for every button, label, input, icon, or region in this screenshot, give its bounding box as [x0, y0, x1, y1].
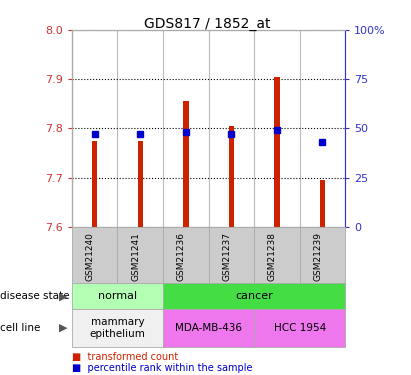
Bar — [320, 180, 325, 227]
Bar — [229, 126, 234, 227]
Text: GSM21238: GSM21238 — [268, 232, 277, 281]
Text: ▶: ▶ — [59, 323, 68, 333]
Text: mammary
epithelium: mammary epithelium — [90, 317, 145, 339]
Text: GSM21239: GSM21239 — [314, 232, 323, 281]
Text: GDS817 / 1852_at: GDS817 / 1852_at — [144, 17, 271, 31]
Text: ■  percentile rank within the sample: ■ percentile rank within the sample — [72, 363, 252, 373]
Bar — [183, 101, 189, 227]
Text: cancer: cancer — [235, 291, 273, 301]
Text: HCC 1954: HCC 1954 — [274, 323, 326, 333]
Text: ■  transformed count: ■ transformed count — [72, 352, 178, 362]
Bar — [274, 77, 279, 227]
Bar — [92, 141, 97, 227]
Text: normal: normal — [98, 291, 137, 301]
Text: disease state: disease state — [0, 291, 69, 301]
Text: GSM21237: GSM21237 — [222, 232, 231, 281]
Text: GSM21241: GSM21241 — [131, 232, 140, 281]
Text: ▶: ▶ — [59, 291, 68, 301]
Bar — [138, 141, 143, 227]
Text: GSM21240: GSM21240 — [86, 232, 95, 281]
Text: MDA-MB-436: MDA-MB-436 — [175, 323, 242, 333]
Text: GSM21236: GSM21236 — [177, 232, 186, 281]
Text: cell line: cell line — [0, 323, 40, 333]
